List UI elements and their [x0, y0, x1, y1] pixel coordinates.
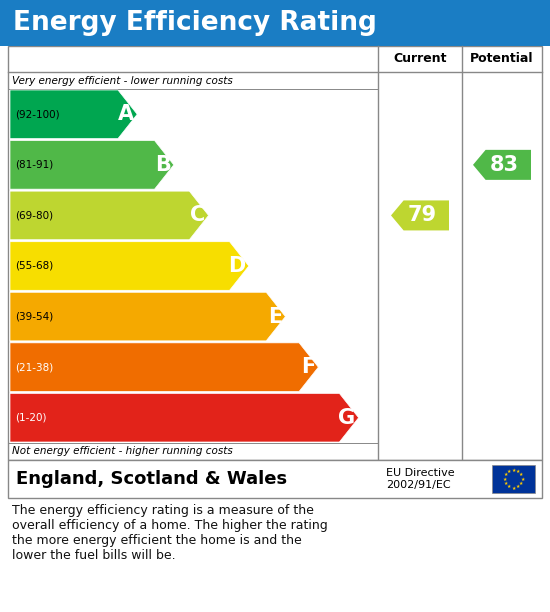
- Polygon shape: [10, 343, 318, 392]
- Text: (92-100): (92-100): [15, 110, 59, 119]
- Text: (69-80): (69-80): [15, 211, 53, 220]
- Text: Energy Efficiency Rating: Energy Efficiency Rating: [13, 10, 377, 36]
- Text: ★: ★: [512, 468, 516, 472]
- Polygon shape: [10, 191, 208, 240]
- Text: E: E: [268, 307, 282, 327]
- Text: ★: ★: [512, 485, 516, 490]
- Text: Very energy efficient - lower running costs: Very energy efficient - lower running co…: [12, 75, 233, 86]
- Text: ★: ★: [503, 481, 508, 486]
- Text: A: A: [118, 104, 134, 124]
- Text: Potential: Potential: [470, 53, 534, 65]
- Text: lower the fuel bills will be.: lower the fuel bills will be.: [12, 549, 175, 562]
- Text: F: F: [301, 357, 315, 377]
- Bar: [8, 460, 542, 498]
- Text: (81-91): (81-91): [15, 160, 53, 170]
- Text: (1-20): (1-20): [15, 412, 47, 423]
- Text: England, Scotland & Wales: England, Scotland & Wales: [16, 470, 287, 488]
- Polygon shape: [473, 150, 531, 180]
- Text: overall efficiency of a home. The higher the rating: overall efficiency of a home. The higher…: [12, 519, 328, 532]
- Text: ★: ★: [507, 484, 511, 490]
- Text: the more energy efficient the home is and the: the more energy efficient the home is an…: [12, 534, 302, 547]
- Text: ★: ★: [502, 477, 507, 482]
- Polygon shape: [391, 200, 449, 231]
- Bar: [492, 465, 535, 493]
- Bar: [0, 0, 550, 46]
- Text: ★: ★: [520, 477, 525, 482]
- Text: B: B: [155, 155, 171, 175]
- Bar: [8, 46, 542, 460]
- Text: D: D: [229, 256, 246, 276]
- Text: (39-54): (39-54): [15, 312, 53, 321]
- Text: C: C: [190, 206, 206, 225]
- Text: The energy efficiency rating is a measure of the: The energy efficiency rating is a measur…: [12, 504, 314, 517]
- Text: (55-68): (55-68): [15, 261, 53, 271]
- Text: Current: Current: [393, 53, 447, 65]
- Text: ★: ★: [507, 469, 511, 474]
- Polygon shape: [10, 90, 137, 138]
- Text: ★: ★: [519, 472, 524, 477]
- Text: (21-38): (21-38): [15, 362, 53, 372]
- Text: EU Directive: EU Directive: [386, 468, 455, 479]
- Polygon shape: [10, 242, 249, 290]
- Text: 83: 83: [490, 155, 519, 175]
- Text: ★: ★: [516, 484, 520, 490]
- Text: 2002/91/EC: 2002/91/EC: [386, 480, 450, 490]
- Text: Not energy efficient - higher running costs: Not energy efficient - higher running co…: [12, 447, 233, 457]
- Text: ★: ★: [519, 481, 524, 486]
- Polygon shape: [10, 293, 285, 341]
- Polygon shape: [10, 394, 359, 442]
- Text: ★: ★: [516, 469, 520, 474]
- Text: ★: ★: [503, 472, 508, 477]
- Text: 79: 79: [408, 206, 437, 225]
- Text: G: G: [338, 408, 356, 428]
- Polygon shape: [10, 141, 174, 189]
